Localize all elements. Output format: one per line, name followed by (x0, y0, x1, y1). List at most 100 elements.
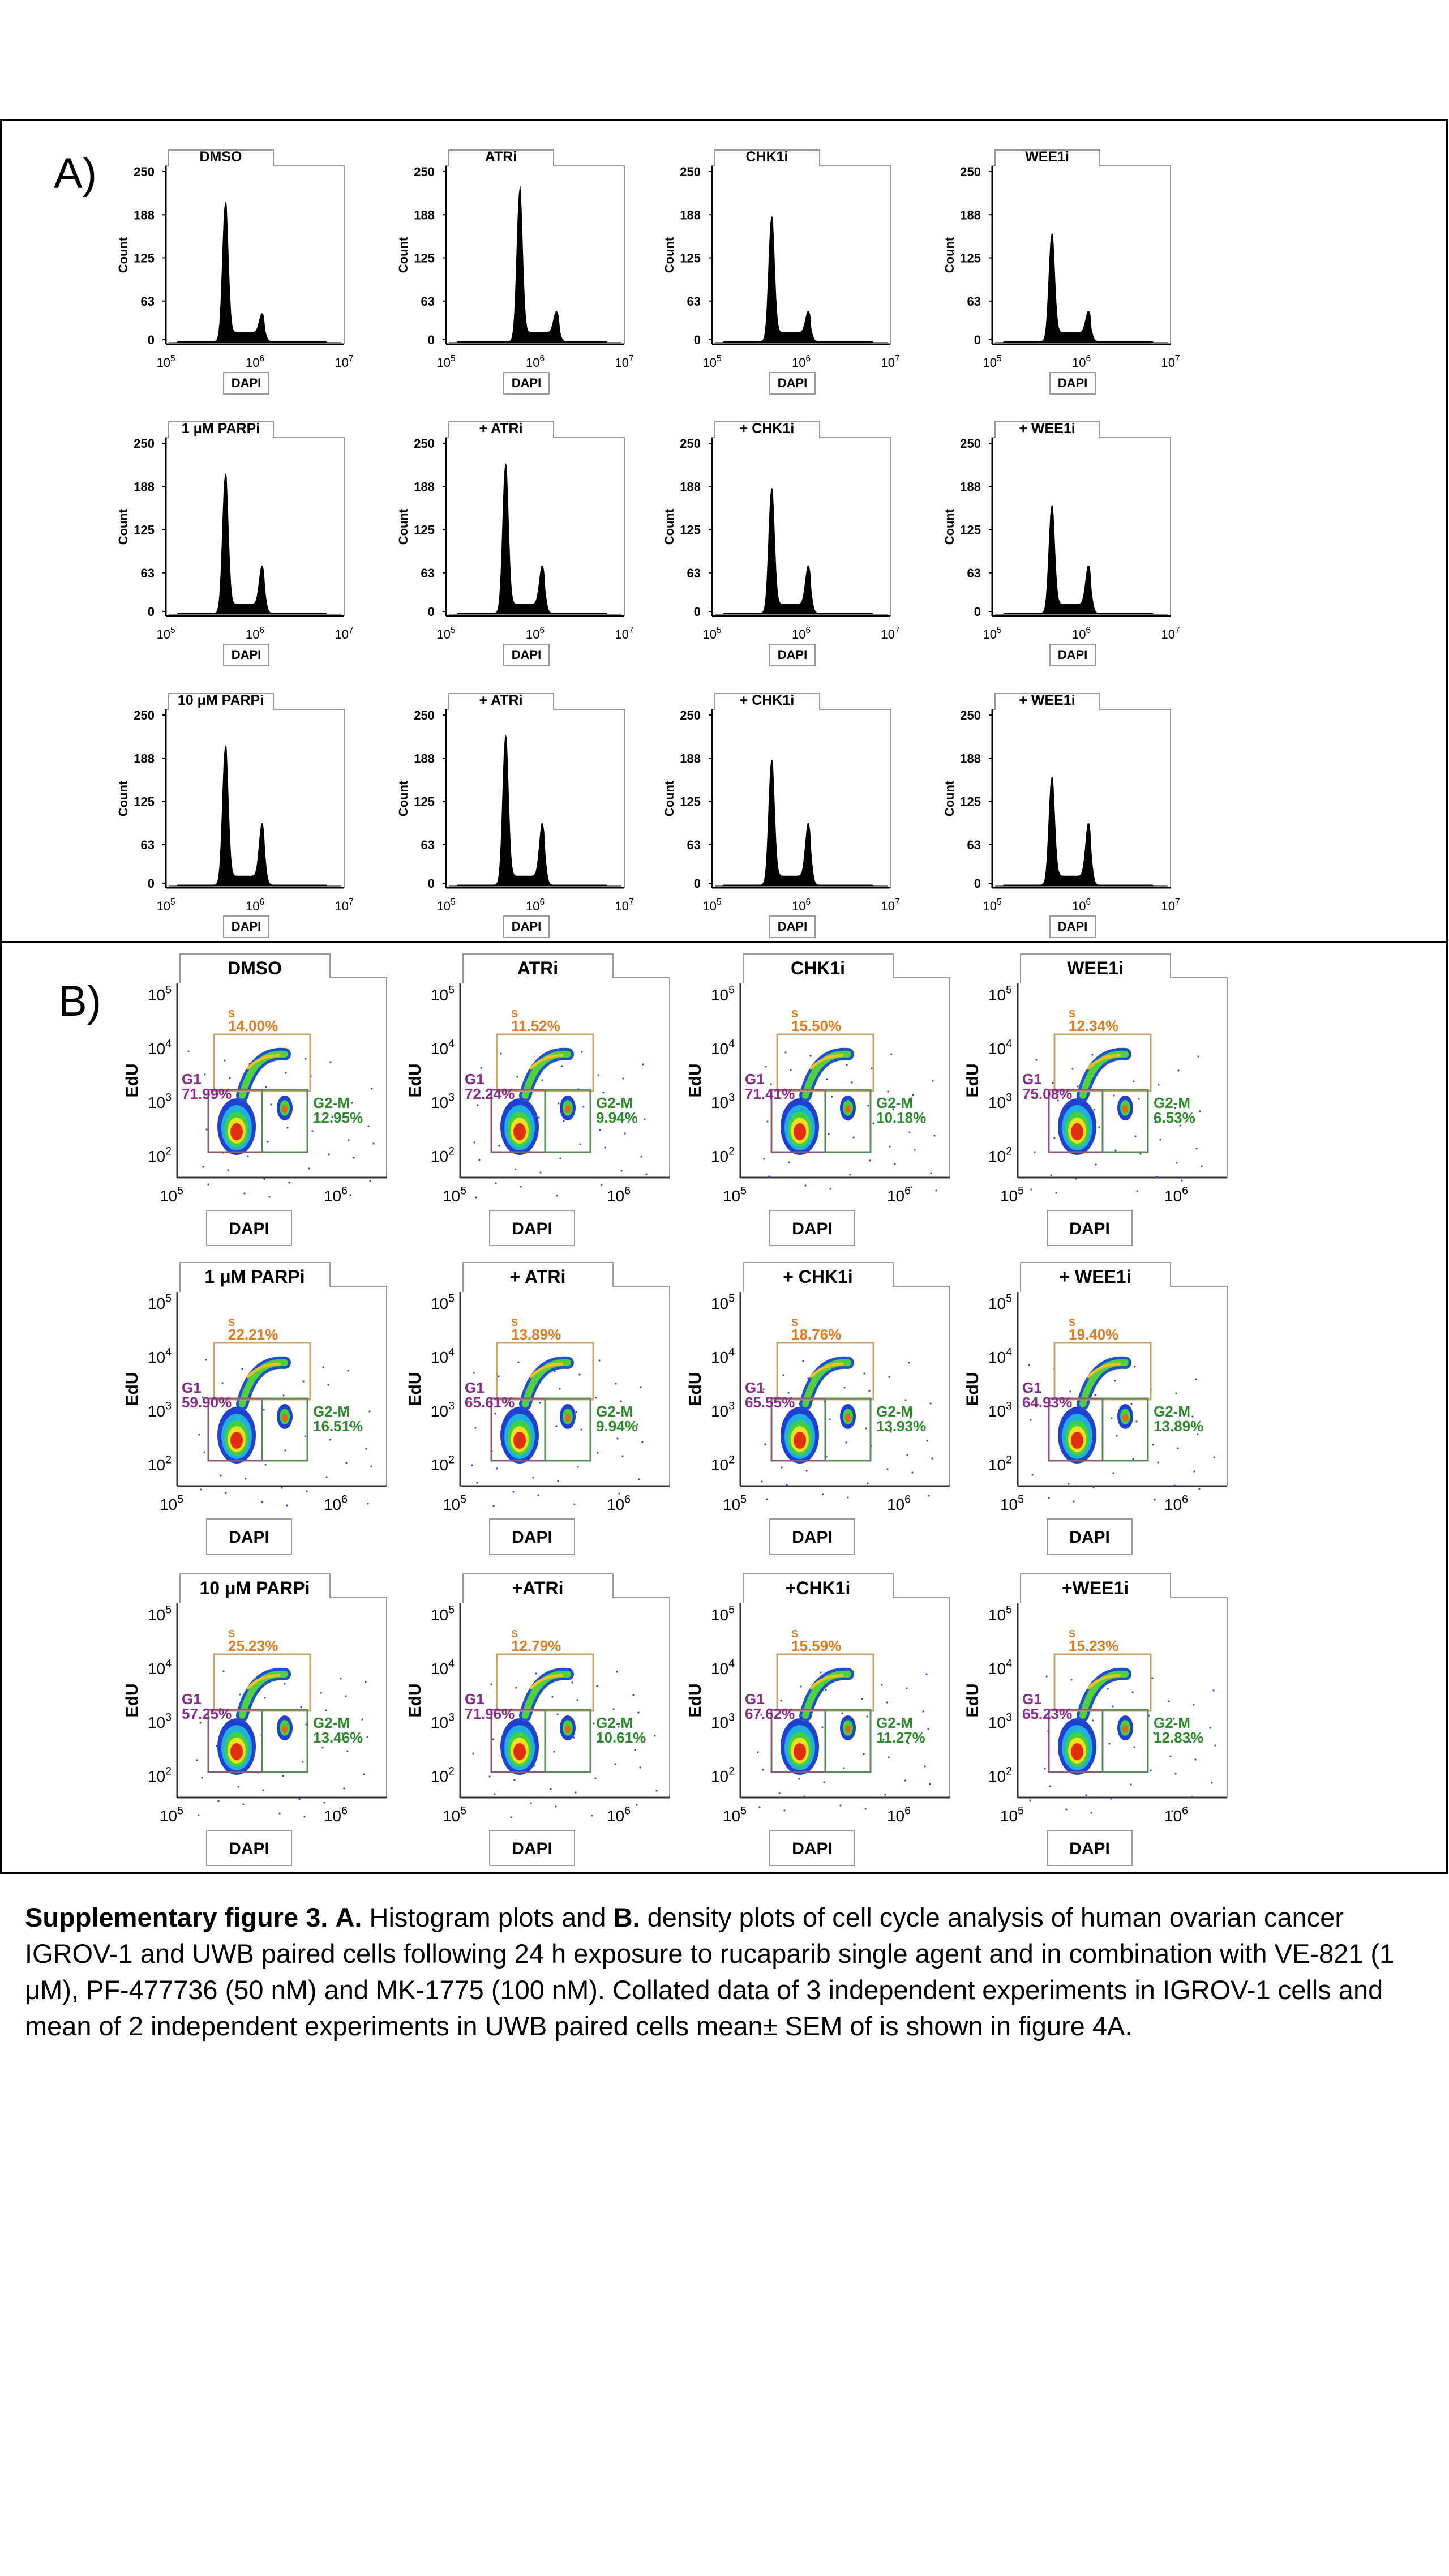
y-tick-label: 188 (680, 480, 701, 494)
x-axis-label-box (1049, 915, 1096, 938)
y-axis-label: Count (662, 508, 676, 545)
scatter-dot (1197, 1433, 1199, 1435)
scatter-dot (245, 1100, 247, 1102)
scatter-dot (852, 1136, 855, 1139)
g2m-gate-percent: 6.53% (1154, 1109, 1195, 1126)
scatter-dot (1133, 1080, 1135, 1082)
scatter-dot (366, 1736, 368, 1738)
scatter-dot (341, 1732, 344, 1735)
scatter-dot (263, 1178, 265, 1180)
scatter-dot (766, 1120, 769, 1123)
g2m-gate (824, 1709, 872, 1773)
y-tick-label: 0 (148, 605, 155, 619)
density-s-arc-core (246, 1054, 281, 1070)
y-tick-label: 103 (988, 1711, 1012, 1731)
x-tick-label: 107 (335, 626, 353, 641)
x-tick-label: 105 (702, 897, 721, 913)
scatter-dot (478, 1159, 481, 1161)
density-plot: ATRi 105 104 103 102 EdU 105 106 DAPI S11.52% G172… (406, 953, 670, 1246)
scatter-dot (865, 1427, 867, 1430)
scatter-dot (907, 1742, 910, 1744)
y-axis-label: Count (396, 508, 410, 545)
scatter-dot (557, 1480, 559, 1482)
scatter-dot (556, 1713, 559, 1715)
scatter-dot (1171, 1810, 1173, 1812)
scatter-dot (1195, 1148, 1198, 1150)
caption-part-a-text: Histogram plots and (369, 1902, 606, 1932)
y-tick-label: 104 (988, 1346, 1012, 1366)
plot-frame (1020, 1573, 1228, 1798)
scatter-dot (593, 1722, 595, 1725)
caption-part-b-label: B. (613, 1902, 640, 1932)
scatter-dot (365, 1448, 367, 1450)
plot-title: DMSO (228, 958, 282, 978)
scatter-dot (343, 1787, 345, 1790)
g1-gate-label: G1 (465, 1691, 485, 1708)
scatter-dot (1053, 1137, 1056, 1139)
plot-title: + ATRi (479, 692, 522, 708)
density-g1-core (1071, 1123, 1083, 1140)
s-gate-percent: 22.21% (228, 1326, 278, 1343)
scatter-dot (1132, 1458, 1134, 1460)
g2m-gate-label: G2-M (313, 1094, 350, 1111)
scatter-dot (890, 1053, 893, 1055)
scatter-dot (367, 1503, 369, 1505)
y-tick-label: 63 (421, 838, 435, 852)
scatter-dot (928, 1495, 930, 1497)
scatter-dot (924, 1765, 926, 1768)
scatter-dot (551, 1696, 554, 1698)
x-tick-label: 107 (1161, 897, 1180, 913)
x-tick-label: 106 (1072, 897, 1091, 913)
g2m-gate-label: G2-M (876, 1403, 913, 1420)
figure-caption: Supplementary figure 3. A. Histogram plo… (25, 1899, 1423, 2044)
scatter-dot (561, 1065, 563, 1067)
x-axis-label: DAPI (232, 648, 261, 662)
scatter-dot (1031, 1474, 1034, 1476)
g1-gate-percent: 67.62% (745, 1705, 795, 1722)
scatter-dot (1028, 1364, 1030, 1366)
scatter-dot (327, 1384, 329, 1386)
scatter-dot (1098, 1126, 1100, 1128)
scatter-dot (1069, 1390, 1071, 1393)
scatter-dot (1134, 1366, 1136, 1368)
y-axis-label: Count (662, 237, 676, 273)
y-tick-label: 102 (148, 1145, 172, 1165)
density-plot: +WEE1i 105 104 103 102 EdU 105 106 DAPI S15.23% G1… (963, 1573, 1228, 1866)
y-tick-label: 0 (148, 333, 155, 347)
x-tick-label: 106 (607, 1804, 631, 1825)
scatter-dot (1151, 1677, 1154, 1679)
scatter-dot (325, 1709, 327, 1711)
scatter-dot (612, 1708, 615, 1710)
scatter-dot (843, 1387, 846, 1389)
scatter-dot (805, 1470, 808, 1472)
y-axis-label: Count (396, 237, 410, 273)
x-tick-label: 105 (160, 1493, 183, 1513)
g2m-gate-percent: 12.95% (313, 1109, 363, 1126)
x-axis-label: DAPI (512, 648, 542, 662)
scatter-dot (829, 1188, 831, 1190)
s-gate-label: S (1069, 1628, 1075, 1640)
x-axis-label: DAPI (1058, 919, 1088, 934)
scatter-dot (305, 1058, 307, 1060)
histogram-trace (995, 233, 1168, 343)
scatter-dot (1172, 1430, 1174, 1432)
scatter-dot (475, 1196, 477, 1199)
scatter-dot (348, 1139, 350, 1141)
y-tick-label: 125 (134, 795, 155, 809)
scatter-dot (242, 1803, 245, 1805)
scatter-dot (220, 1474, 222, 1477)
plot-frame (462, 953, 670, 1178)
y-tick-label: 105 (148, 1292, 172, 1312)
plot-title: 1 μM PARPi (204, 1266, 305, 1287)
x-axis-label-box (223, 915, 269, 938)
scatter-dot (237, 1786, 239, 1788)
density-s-arc-core (1087, 1054, 1121, 1070)
scatter-dot (1152, 1444, 1154, 1446)
scatter-dot (247, 1155, 249, 1157)
g1-gate-label: G1 (1022, 1071, 1042, 1088)
scatter-dot (278, 1812, 281, 1815)
scatter-dot (351, 1102, 353, 1104)
scatter-dot (595, 1397, 597, 1399)
scatter-dot (261, 1501, 263, 1503)
scatter-dot (1209, 1727, 1211, 1729)
